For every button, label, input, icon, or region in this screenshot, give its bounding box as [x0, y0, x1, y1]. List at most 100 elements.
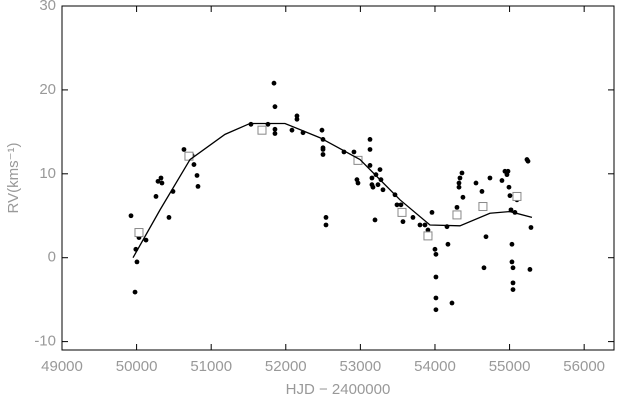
data-point [380, 187, 386, 193]
data-point [378, 177, 384, 183]
data-point [425, 227, 431, 233]
data-point [479, 189, 485, 194]
data-point [367, 147, 373, 152]
x-tick-label: 49000 [41, 358, 83, 375]
data-point [272, 126, 278, 132]
data-point [271, 80, 277, 86]
data-point [433, 295, 439, 301]
data-point [398, 202, 404, 208]
y-axis-label: RV(kms⁻¹) [5, 143, 22, 214]
data-point [394, 202, 400, 208]
binned-point [478, 202, 488, 212]
data-point [272, 104, 278, 110]
x-tick-label: 54000 [414, 358, 456, 375]
data-point [272, 131, 278, 136]
data-point [323, 215, 329, 220]
x-axis-label: HJD − 2400000 [286, 381, 391, 398]
binned-point [512, 191, 522, 201]
data-point [510, 265, 516, 271]
data-point [132, 289, 138, 295]
data-point [433, 251, 439, 257]
data-point [449, 300, 455, 306]
binned-point [397, 207, 407, 217]
data-point [155, 178, 161, 184]
data-point [459, 170, 465, 176]
data-point [400, 219, 406, 225]
data-point [457, 175, 463, 181]
data-point [525, 158, 531, 164]
data-point [429, 210, 435, 215]
fit-curve [132, 122, 533, 259]
data-point [319, 127, 325, 133]
y-tick-label: 30 [39, 0, 56, 14]
binned-point [134, 228, 144, 238]
x-tick-label: 50000 [116, 358, 158, 375]
data-point [289, 127, 295, 133]
binned-point [452, 210, 462, 220]
data-point [410, 215, 416, 220]
data-point [509, 241, 515, 247]
data-point [367, 163, 373, 168]
data-point [433, 274, 439, 280]
data-point [505, 168, 511, 174]
data-point [194, 173, 200, 178]
y-tick-label: 0 [48, 249, 56, 266]
data-point [454, 204, 460, 210]
data-point [153, 194, 159, 199]
data-point [377, 167, 383, 173]
data-point [323, 222, 329, 228]
data-point [195, 183, 201, 189]
data-point [372, 217, 378, 223]
x-tick-label: 51000 [190, 358, 232, 375]
data-point [294, 116, 300, 122]
data-point [460, 194, 466, 200]
x-tick-label: 52000 [265, 358, 307, 375]
data-point [456, 184, 462, 190]
data-point [158, 175, 164, 181]
data-point [294, 113, 300, 119]
data-point [483, 234, 489, 240]
binned-point [353, 155, 363, 165]
data-point [473, 180, 479, 186]
data-point [181, 147, 187, 152]
data-point [487, 175, 493, 181]
y-tick-label: -10 [34, 333, 56, 350]
data-point [456, 180, 462, 186]
data-point [159, 180, 165, 186]
data-point [527, 267, 533, 272]
data-point [433, 307, 439, 313]
data-point [320, 152, 326, 157]
y-tick-label: 20 [39, 81, 56, 98]
data-point [373, 172, 379, 178]
data-point [507, 193, 513, 199]
data-point [445, 241, 451, 247]
data-point [320, 147, 326, 152]
data-point [499, 178, 505, 183]
data-point [432, 246, 438, 252]
data-point [351, 149, 357, 155]
data-point [422, 222, 428, 228]
data-point [417, 222, 423, 228]
data-point [143, 237, 149, 243]
data-point [355, 180, 361, 186]
data-point [510, 280, 516, 286]
data-point [481, 265, 487, 271]
x-tick-label: 56000 [563, 358, 605, 375]
x-tick-label: 55000 [489, 358, 531, 375]
data-point [375, 182, 381, 188]
data-point [506, 184, 512, 190]
data-point [166, 215, 172, 220]
data-point [528, 225, 534, 230]
plot-frame [61, 5, 615, 351]
data-point [128, 213, 134, 219]
y-tick-label: 10 [39, 165, 56, 182]
x-tick-label: 53000 [340, 358, 382, 375]
data-point [370, 184, 376, 190]
data-point [367, 137, 373, 142]
data-point [509, 259, 515, 265]
binned-point [423, 231, 433, 241]
data-point [369, 175, 375, 181]
data-point [510, 287, 516, 292]
